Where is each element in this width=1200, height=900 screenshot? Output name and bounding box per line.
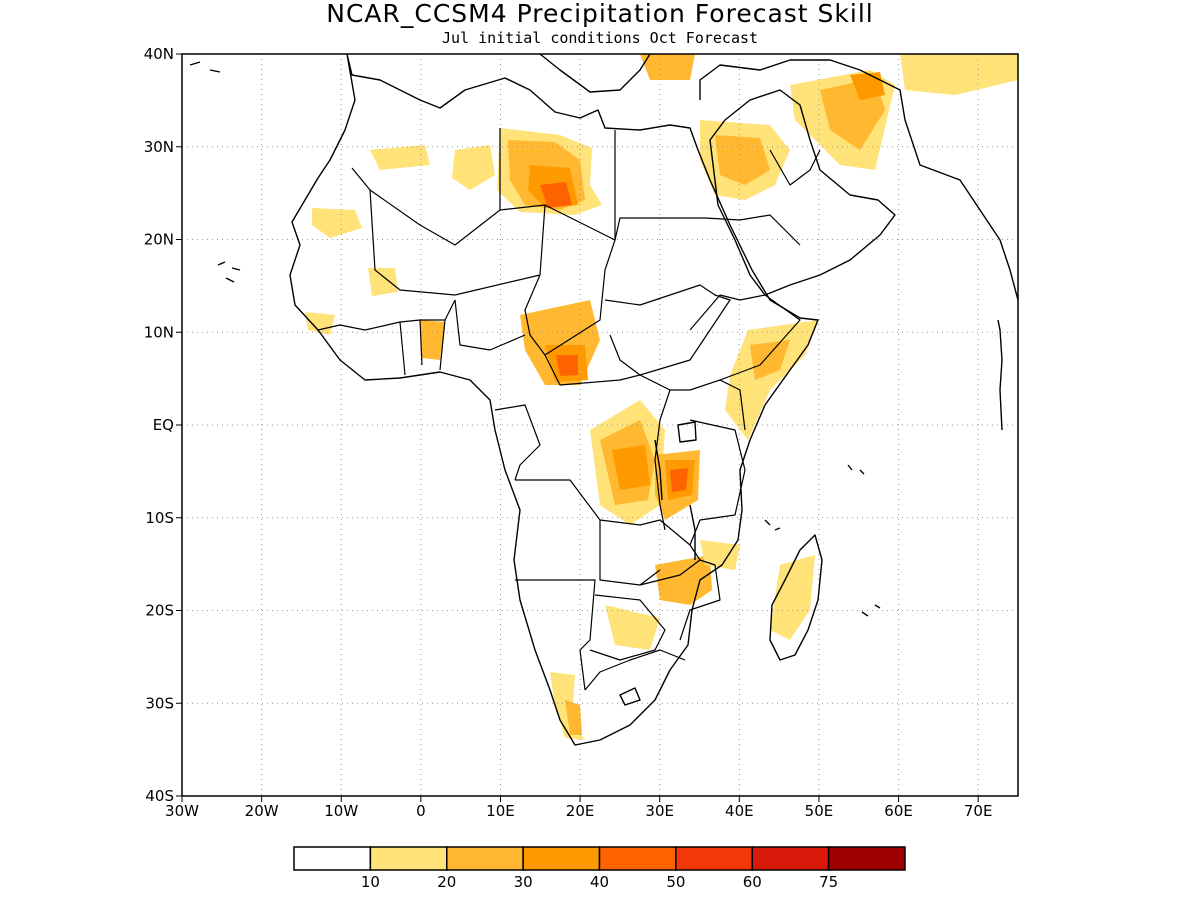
legend-swatch — [446, 846, 524, 871]
skill-region-west-africa — [305, 312, 335, 335]
legend-swatch — [369, 846, 448, 871]
border-botswana — [589, 594, 666, 661]
axis-labels: 30W 20W 10W 0 10E 20E 30E 40E 50E 60E 70E 40N 30N 20N… — [144, 45, 993, 820]
legend-label: 60 — [743, 873, 762, 891]
chart-title: NCAR_CCSM4 Precipitation Forecast Skill — [326, 0, 873, 28]
lon-tick-label: 20W — [245, 802, 279, 820]
skill-region-botswana — [605, 605, 660, 650]
skill-region-arabia-core — [715, 135, 770, 185]
border-tanzania — [689, 419, 746, 546]
lat-tick-label: 40N — [144, 45, 174, 63]
legend-label: 75 — [819, 873, 838, 891]
border-sudan — [604, 284, 731, 376]
lake-tanganyika — [654, 439, 663, 501]
seychelles — [847, 464, 865, 475]
border-middle-east — [704, 149, 821, 246]
skill-region-congo-strong — [612, 445, 650, 490]
legend-swatch — [522, 846, 601, 871]
mauritius — [861, 604, 881, 617]
lat-tick-label: 20S — [145, 602, 174, 620]
lat-tick-label: 40S — [145, 787, 174, 805]
legend-label: 40 — [590, 873, 609, 891]
skill-region-horn-core — [750, 340, 790, 380]
border-nigeria — [454, 299, 526, 351]
skill-region-turkey — [640, 54, 695, 80]
legend-swatch — [598, 846, 677, 871]
cape-verde — [217, 261, 241, 283]
coastline-madagascar — [769, 534, 823, 661]
legend-swatch — [827, 846, 906, 871]
comoros — [764, 519, 781, 531]
coastline-africa — [289, 53, 819, 746]
lon-tick-label: 50E — [805, 802, 834, 820]
lon-tick-label: 40E — [725, 802, 754, 820]
skill-region-horn — [725, 320, 818, 440]
lon-tick-label: 30E — [645, 802, 674, 820]
coastlines — [289, 53, 1019, 746]
border-congo-north — [544, 354, 690, 391]
skill-shading — [305, 54, 1018, 740]
map-panel — [181, 53, 1019, 797]
canary-islands — [189, 61, 221, 73]
lat-tick-label: 10N — [144, 323, 174, 341]
skill-region-ghana — [420, 320, 445, 360]
lon-tick-label: 0 — [416, 802, 426, 820]
skill-region-south-africa-core — [565, 700, 582, 735]
legend-label: 20 — [437, 873, 456, 891]
lake-malawi — [689, 504, 696, 560]
border-namibia — [515, 579, 596, 691]
lat-tick-label: 30S — [145, 694, 174, 712]
border-ethiopia — [689, 294, 801, 381]
legend-swatch — [675, 846, 753, 871]
border-mozambique — [679, 559, 721, 641]
lat-tick-label: 20N — [144, 231, 174, 249]
skill-region-mauritania — [312, 208, 362, 238]
lat-tick-label: 10S — [145, 509, 174, 527]
border-sahara-1 — [351, 167, 501, 246]
skill-region-mozambique — [700, 540, 740, 570]
border-sahara-2 — [499, 128, 705, 241]
skill-region-north-central — [452, 145, 495, 190]
lon-tick-label: 10E — [486, 802, 515, 820]
coastline-europe — [539, 53, 651, 93]
country-borders — [317, 128, 821, 691]
lon-tick-label: 20E — [566, 802, 595, 820]
coastline-asia-north — [699, 59, 1019, 301]
skill-region-caspian — [900, 54, 1018, 95]
lon-tick-label: 70E — [964, 802, 993, 820]
skill-region-iran-peak — [850, 72, 885, 100]
border-ghana — [399, 319, 446, 376]
skill-region-north-west — [370, 145, 430, 170]
lakes-islands — [189, 61, 1003, 706]
lat-tick-label: EQ — [153, 416, 174, 434]
coastline-arabia — [709, 89, 896, 296]
skill-region-mali — [368, 268, 398, 296]
lon-tick-label: 30W — [165, 802, 199, 820]
skill-region-sahara-peak — [540, 182, 572, 208]
lat-tick-label: 30N — [144, 138, 174, 156]
lake-victoria — [677, 421, 697, 443]
lake-okavango — [619, 687, 641, 706]
maldives — [997, 319, 1003, 431]
border-south-africa — [584, 649, 686, 691]
legend-swatch — [751, 846, 830, 871]
chart-subtitle: Jul initial conditions Oct Forecast — [442, 29, 758, 47]
legend-label: 10 — [361, 873, 380, 891]
skill-region-zambia — [655, 555, 712, 605]
legend-swatch — [293, 846, 372, 871]
color-legend: 10 20 30 40 50 60 75 — [293, 846, 906, 891]
skill-region-madagascar — [770, 555, 815, 640]
border-congo-east — [654, 389, 671, 531]
border-sahel-1 — [369, 189, 546, 296]
lon-tick-label: 10W — [324, 802, 358, 820]
border-kenya — [689, 379, 746, 431]
legend-label: 30 — [514, 873, 533, 891]
legend-label: 50 — [666, 873, 685, 891]
lon-tick-label: 60E — [884, 802, 913, 820]
border-gabon — [494, 404, 541, 481]
border-angola — [515, 479, 661, 586]
skill-region-car-peak — [556, 355, 578, 376]
skill-region-tanzania-peak — [670, 468, 688, 492]
